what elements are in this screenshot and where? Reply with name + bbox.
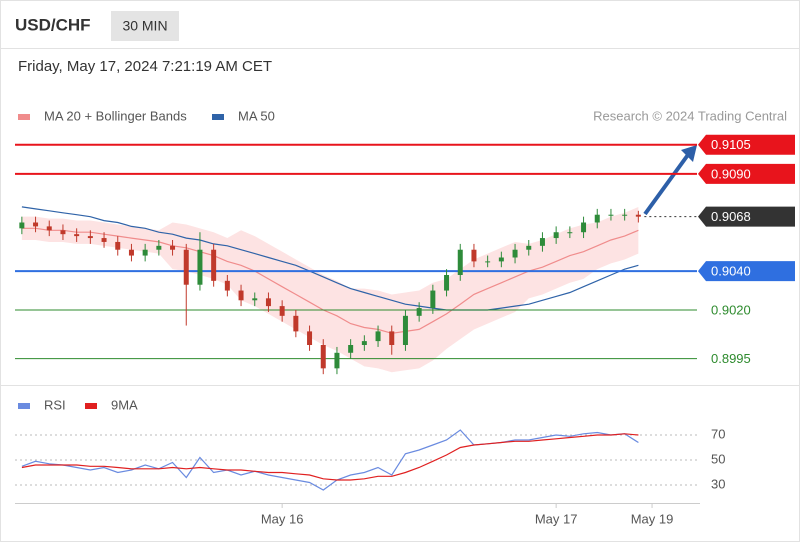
candle-body <box>183 249 189 285</box>
candle-body <box>265 298 271 307</box>
level-badge <box>698 261 795 282</box>
legend-label: RSI <box>44 397 66 412</box>
candle-body <box>101 238 107 242</box>
candle-body <box>539 238 545 246</box>
candle-body <box>307 331 313 345</box>
candle-body <box>567 232 573 234</box>
candle-body <box>457 249 463 275</box>
candle-body <box>635 214 641 217</box>
rsi-line <box>21 433 639 481</box>
candle-body <box>142 249 148 256</box>
level-label: 0.9105 <box>711 137 751 152</box>
candle-body <box>252 298 258 301</box>
level-label: 0.8995 <box>711 351 751 366</box>
candle-body <box>115 241 121 250</box>
candle-body <box>622 214 628 216</box>
candle-body <box>74 234 80 237</box>
candle-body <box>170 245 176 250</box>
interval: 30 MIN <box>122 18 167 34</box>
candle-body <box>498 257 504 262</box>
candle-body <box>430 290 436 309</box>
candle-body <box>581 222 587 233</box>
legend-swatch <box>18 403 30 409</box>
candle-body <box>224 280 230 291</box>
candle-body <box>608 214 614 216</box>
candle-body <box>19 222 25 229</box>
candle-body <box>279 306 285 316</box>
candle-body <box>293 315 299 332</box>
rsi-line <box>21 429 639 491</box>
candle-body <box>197 249 203 285</box>
candle-body <box>526 245 532 250</box>
x-tick-label: May 16 <box>261 511 304 526</box>
y-tick-label: 50 <box>711 451 725 466</box>
candle-body <box>128 249 134 256</box>
legend-label: 9MA <box>111 397 138 412</box>
candle-body <box>46 226 52 231</box>
candle-body <box>238 290 244 301</box>
legend-swatch <box>212 114 224 120</box>
candle-body <box>334 352 340 369</box>
candle-body <box>375 331 381 342</box>
x-tick-label: May 19 <box>631 511 674 526</box>
candle-body <box>594 214 600 223</box>
legend-swatch <box>85 403 97 409</box>
legend-label: MA 50 <box>238 108 275 123</box>
candle-body <box>211 249 217 281</box>
level-label: 0.9068 <box>711 209 751 224</box>
bollinger-band <box>21 206 639 373</box>
timestamp: Friday, May 17, 2024 7:21:19 AM CET <box>18 58 272 75</box>
level-label: 0.9040 <box>711 264 751 279</box>
legend-label: MA 20 + Bollinger Bands <box>44 108 187 123</box>
level-label: 0.9090 <box>711 166 751 181</box>
level-badge <box>698 206 795 227</box>
legend-swatch <box>18 114 30 120</box>
candle-body <box>471 249 477 262</box>
credit: Research © 2024 Trading Central <box>593 108 787 123</box>
symbol: USD/CHF <box>15 15 91 34</box>
forecast-arrow <box>643 150 692 216</box>
candle-body <box>402 315 408 345</box>
y-tick-label: 70 <box>711 426 725 441</box>
ma50-line <box>21 206 639 311</box>
candle-body <box>320 345 326 369</box>
interval-badge <box>111 11 179 41</box>
candle-body <box>87 236 93 239</box>
candle-body <box>512 249 518 258</box>
x-tick-label: May 17 <box>535 511 578 526</box>
level-badge <box>698 163 795 184</box>
candle-body <box>348 345 354 353</box>
candle-body <box>553 232 559 239</box>
candle-body <box>444 275 450 291</box>
forecast-arrow-head <box>681 145 697 162</box>
level-label: 0.9020 <box>711 302 751 317</box>
level-badge <box>698 134 795 155</box>
candle-body <box>361 341 367 345</box>
y-tick-label: 30 <box>711 476 725 491</box>
candle-body <box>389 331 395 345</box>
candle-body <box>33 222 39 227</box>
candle-body <box>485 261 491 263</box>
candle-body <box>156 245 162 250</box>
candle-body <box>60 230 66 235</box>
ma20-line <box>21 227 639 334</box>
candle-body <box>416 308 422 316</box>
